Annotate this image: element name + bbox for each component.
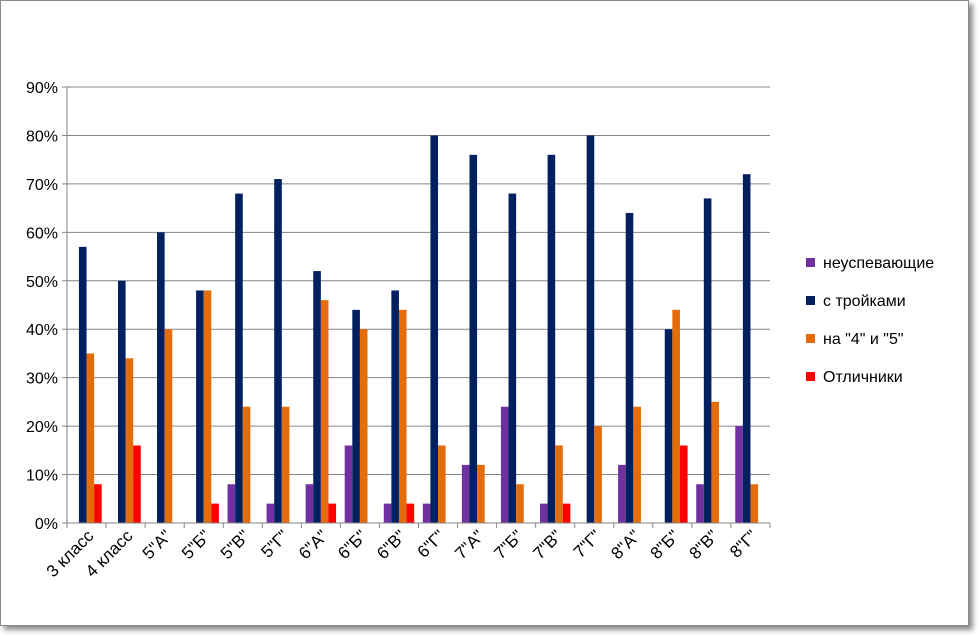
bar [203, 290, 212, 523]
bar [133, 445, 141, 523]
bar [696, 484, 704, 523]
y-tick-label: 40% [26, 322, 58, 339]
axes [62, 86, 771, 528]
bar [305, 484, 314, 523]
y-tick-label: 0% [35, 516, 58, 533]
bar [313, 271, 321, 523]
bar [586, 135, 595, 523]
gridlines [67, 86, 770, 476]
x-category-label: 5"Б" [178, 526, 215, 563]
legend-swatch [806, 258, 815, 267]
bar [227, 484, 236, 523]
y-tick-label: 80% [26, 128, 58, 145]
bar [211, 503, 219, 523]
bar [398, 309, 407, 523]
bar [562, 503, 571, 523]
bar [359, 329, 368, 523]
y-tick-label: 70% [26, 177, 58, 194]
bar [117, 280, 126, 523]
x-category-label: 5"А" [139, 526, 176, 563]
bar [406, 503, 415, 523]
x-category-label: 6"Г" [414, 526, 449, 561]
x-category-label: 7"Г" [570, 526, 605, 561]
bar [94, 484, 102, 523]
x-category-label: 7"А" [451, 526, 488, 563]
bar [344, 445, 353, 523]
bar [125, 358, 134, 523]
x-category-label: 5"Г" [257, 526, 292, 561]
bar [157, 232, 165, 524]
bar [328, 503, 337, 523]
bar [422, 503, 431, 523]
bar [281, 406, 290, 523]
bars [78, 135, 759, 524]
bar [742, 174, 751, 523]
y-tick-label: 30% [26, 371, 58, 388]
x-category-label: 8"Г" [726, 526, 761, 561]
bar [594, 426, 602, 523]
bar [164, 329, 173, 523]
bar [235, 193, 243, 524]
x-category-label: 8"Б" [647, 526, 684, 563]
bar [438, 445, 446, 523]
legend: неуспевающие с тройками на "4" и "5" Отличн… [806, 255, 934, 386]
bar [500, 406, 509, 523]
bar [735, 426, 743, 523]
y-tick-label: 10% [26, 468, 58, 485]
x-category-label: 8"В" [686, 526, 723, 563]
legend-label: Отличники [823, 369, 903, 386]
legend-swatch [806, 296, 815, 305]
bar [664, 329, 673, 523]
bar [469, 154, 478, 524]
bar [633, 406, 641, 523]
bar [547, 154, 556, 524]
x-category-label: 6"Б" [334, 526, 371, 563]
bar [750, 484, 759, 523]
bar [711, 401, 720, 523]
bar [672, 309, 680, 523]
bar [196, 290, 204, 523]
legend-label: с тройками [823, 293, 906, 310]
y-tick-label: 50% [26, 274, 58, 291]
bar [516, 484, 524, 523]
bar [320, 300, 329, 523]
y-tick-label: 90% [26, 80, 58, 97]
bar [625, 212, 634, 523]
x-category-label: 6"А" [295, 526, 332, 563]
bar [679, 445, 688, 523]
x-category-label: 7"В" [529, 526, 566, 563]
x-category-label: 6"В" [373, 526, 410, 563]
y-axis-tick-labels: 0% 10% 20% 30% 40% 50% 60% 70% 80% 90% [26, 80, 58, 533]
bar [508, 193, 517, 524]
legend-label: на "4" и "5" [823, 331, 904, 348]
x-category-label: 7"Б" [490, 526, 527, 563]
bar [266, 503, 275, 523]
legend-label: неуспевающие [823, 255, 934, 272]
y-tick-label: 20% [26, 419, 58, 436]
bar [461, 464, 470, 523]
bar [618, 464, 626, 523]
bar [430, 135, 439, 523]
bar [555, 445, 563, 523]
y-tick-label: 60% [26, 225, 58, 242]
bar [86, 353, 95, 523]
bar [477, 464, 485, 523]
bar [352, 309, 360, 523]
bar [78, 246, 87, 523]
bar [391, 290, 399, 523]
legend-swatch [806, 334, 815, 343]
bar [274, 179, 282, 524]
x-category-label: 8"А" [607, 526, 644, 563]
x-category-label: 5"В" [217, 526, 254, 563]
bar [703, 198, 712, 523]
legend-swatch [806, 372, 815, 381]
bar [383, 503, 392, 523]
bar [539, 503, 548, 523]
bar [242, 406, 251, 523]
